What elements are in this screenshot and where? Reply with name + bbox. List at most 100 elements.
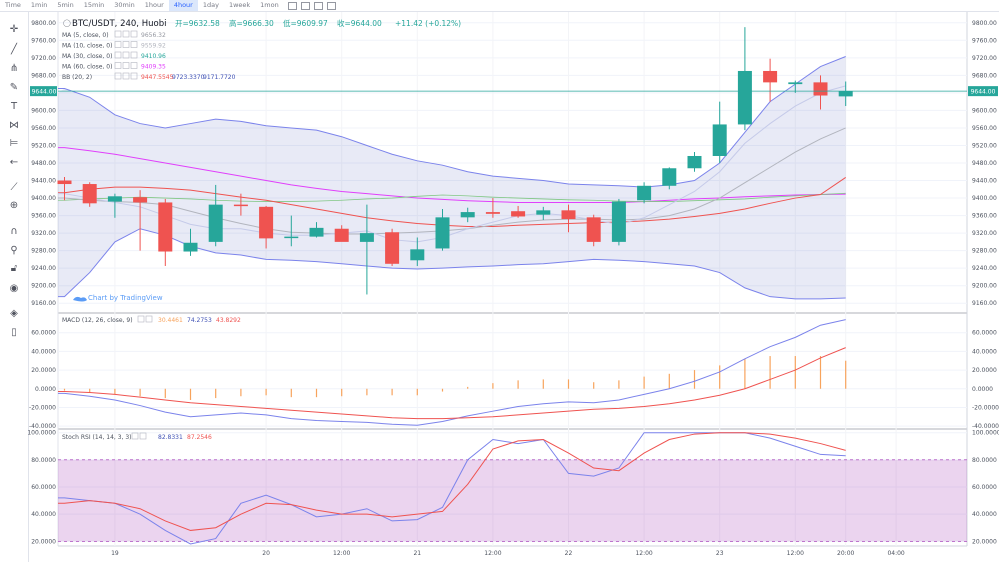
price-tick-label: 9760.00	[972, 37, 997, 44]
candle[interactable]	[133, 197, 148, 203]
indicator-settings-icon[interactable]	[122, 72, 130, 80]
candle[interactable]	[813, 82, 828, 96]
macd-tick-label-left: -20.0000	[29, 404, 56, 411]
indicator-settings-icon[interactable]	[122, 30, 130, 38]
candle[interactable]	[637, 185, 652, 201]
price-tick-label-left: 9440.00	[31, 178, 56, 185]
last-price-tag-left	[30, 86, 57, 97]
compare-icon[interactable]	[287, 1, 297, 10]
eye-icon[interactable]: ◉	[9, 282, 19, 294]
candle[interactable]	[410, 249, 425, 261]
candle[interactable]	[233, 204, 248, 207]
indicator-close-icon[interactable]	[130, 41, 138, 48]
zoom-icon[interactable]: ⊕	[9, 199, 19, 211]
ma60-line	[58, 147, 846, 203]
time-tick-label: 12:00	[484, 550, 501, 557]
settings-icon[interactable]	[326, 1, 336, 10]
candle[interactable]	[82, 184, 97, 204]
candle[interactable]	[208, 204, 223, 242]
candle[interactable]	[107, 196, 122, 202]
fullscreen-icon[interactable]	[313, 1, 323, 10]
price-tick-label-left: 9520.00	[31, 142, 56, 149]
pattern-icon[interactable]: ⋈	[9, 119, 19, 131]
timeframe-15min[interactable]: 15min	[83, 1, 105, 9]
candle[interactable]	[334, 228, 349, 242]
candle[interactable]	[259, 206, 274, 239]
macd-close-icon[interactable]	[145, 315, 153, 323]
indicator-settings-icon[interactable]	[122, 41, 130, 48]
rsi-legend-value: 82.8331	[158, 434, 183, 441]
indicator-eye-icon[interactable]	[114, 30, 122, 38]
timeframe-5min[interactable]: 5min	[57, 1, 74, 9]
last-price-label: 9644.00	[971, 89, 996, 96]
indicator-close-icon[interactable]	[130, 51, 138, 59]
indicator-settings-icon[interactable]	[122, 62, 130, 69]
candle[interactable]	[485, 212, 500, 214]
layers-icon[interactable]: ◈	[10, 307, 18, 319]
rsi-close-icon[interactable]	[139, 432, 147, 440]
indicator-name: BB (20, 2)	[62, 74, 92, 81]
candle[interactable]	[712, 124, 727, 156]
price-tick-label-left: 9400.00	[31, 195, 56, 202]
candle[interactable]	[586, 217, 601, 242]
candle[interactable]	[309, 227, 324, 237]
rsi-legend-name: Stoch RSI (14, 14, 3, 3)	[62, 434, 132, 441]
lock-icon[interactable]: 🔓︎	[10, 262, 18, 274]
indicator-value: 9171.7720	[203, 74, 236, 81]
timeframe-4hour[interactable]: 4hour	[168, 0, 198, 11]
timeframe-1week[interactable]: 1week	[228, 1, 251, 9]
indicator-settings-icon[interactable]	[122, 51, 130, 59]
candle[interactable]	[788, 82, 803, 85]
indicator-close-icon[interactable]	[130, 30, 138, 38]
back-arrow-icon[interactable]: ←	[9, 156, 19, 168]
candle[interactable]	[838, 91, 853, 97]
indicator-eye-icon[interactable]	[114, 41, 122, 48]
candle[interactable]	[511, 211, 526, 217]
indicator-eye-icon[interactable]	[114, 62, 122, 69]
timeframe-1mon[interactable]: 1mon	[260, 1, 279, 9]
trend-line-icon[interactable]: ╱	[10, 43, 18, 55]
indicator-eye-icon[interactable]	[114, 51, 122, 59]
macd-settings-icon[interactable]	[137, 315, 145, 323]
price-tick-label-left: 9600.00	[31, 107, 56, 114]
indicator-icon[interactable]	[300, 1, 310, 10]
candle[interactable]	[284, 236, 299, 239]
magnet-icon[interactable]: ∩	[10, 225, 18, 237]
lock-drawing-icon[interactable]: ⚲	[10, 244, 18, 256]
timeframe-1min[interactable]: 1min	[30, 1, 48, 9]
price-tick-label: 9520.00	[972, 142, 997, 149]
candle[interactable]	[561, 210, 576, 220]
candle[interactable]	[687, 155, 702, 169]
candle[interactable]	[460, 212, 475, 218]
crosshair-icon[interactable]: ✛	[9, 23, 19, 35]
macd-tick-label: -20.0000	[972, 404, 999, 411]
indicator-close-icon[interactable]	[130, 62, 138, 69]
pitchfork-icon[interactable]: ⋔	[9, 62, 19, 74]
indicator-name: MA (5, close, 0)	[62, 32, 109, 39]
trash-icon[interactable]: ▯	[11, 326, 17, 338]
timeframe-time[interactable]: Time	[5, 1, 21, 9]
candle[interactable]	[183, 242, 198, 252]
brush-icon[interactable]: ✎	[9, 81, 19, 93]
candle[interactable]	[385, 232, 400, 264]
measure-icon[interactable]: ⊨	[9, 137, 19, 149]
text-icon[interactable]: T	[10, 100, 18, 112]
timeframe-1day[interactable]: 1day	[202, 1, 219, 9]
candle[interactable]	[536, 210, 551, 215]
timeframe-1hour[interactable]: 1hour	[144, 1, 164, 9]
candle[interactable]	[158, 202, 173, 252]
candle[interactable]	[359, 233, 374, 242]
candle[interactable]	[737, 70, 752, 125]
candle[interactable]	[57, 180, 72, 185]
timeframe-30min[interactable]: 30min	[114, 1, 135, 9]
indicator-close-icon[interactable]	[130, 72, 138, 80]
candle[interactable]	[763, 70, 778, 83]
price-tick-label-left: 9280.00	[31, 248, 56, 255]
candle[interactable]	[662, 168, 677, 186]
candle[interactable]	[611, 201, 626, 242]
rsi-settings-icon[interactable]	[131, 432, 139, 440]
candle[interactable]	[435, 217, 450, 249]
ruler-icon[interactable]: ⟋	[10, 181, 18, 193]
indicator-eye-icon[interactable]	[114, 72, 122, 80]
